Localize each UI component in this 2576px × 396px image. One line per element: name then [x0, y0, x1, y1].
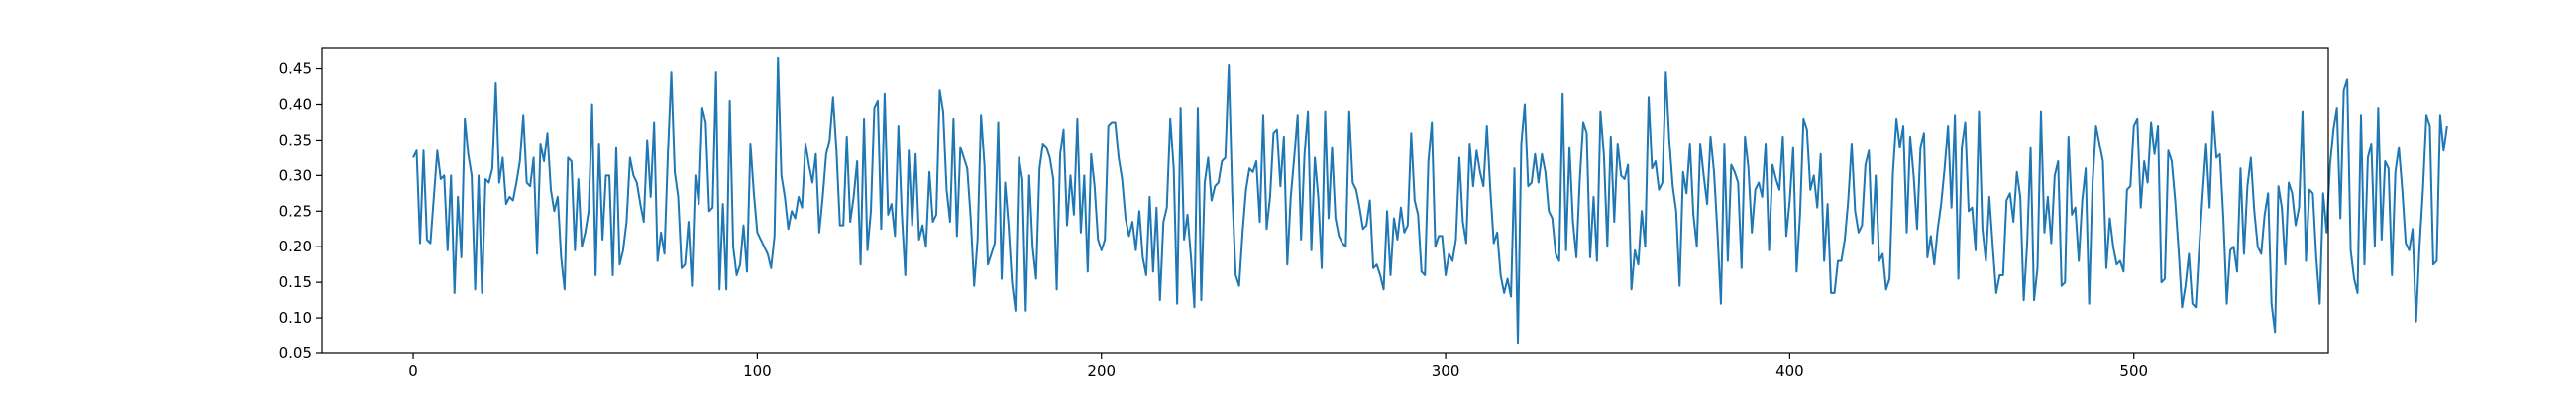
y-tick-label-0.10: 0.10 [279, 309, 312, 327]
x-tick-label-200: 200 [1087, 362, 1116, 380]
x-tick-label-400: 400 [1775, 362, 1804, 380]
y-tick-label-0.15: 0.15 [279, 273, 312, 291]
y-tick-label-0.20: 0.20 [279, 238, 312, 255]
y-tick-label-0.45: 0.45 [279, 60, 312, 78]
series-line-0 [412, 56, 2448, 345]
y-axis: 0.05 0.10 0.15 0.20 0.25 0.30 0.35 0.40 0.45 [279, 60, 322, 362]
y-tick-label-0.25: 0.25 [279, 202, 312, 220]
y-tick-label-0.05: 0.05 [279, 345, 312, 362]
x-tick-label-500: 500 [2119, 362, 2148, 380]
x-tick-label-0: 0 [408, 362, 418, 380]
y-tick-label-0.30: 0.30 [279, 166, 312, 184]
x-tick-label-300: 300 [1432, 362, 1460, 380]
y-tick-label-0.35: 0.35 [279, 131, 312, 148]
axes-frame [321, 47, 2329, 354]
y-tick-label-0.40: 0.40 [279, 95, 312, 113]
x-tick-label-100: 100 [743, 362, 772, 380]
plot-area [321, 47, 2448, 354]
x-axis: 0 100 200 300 400 500 [408, 353, 2148, 380]
